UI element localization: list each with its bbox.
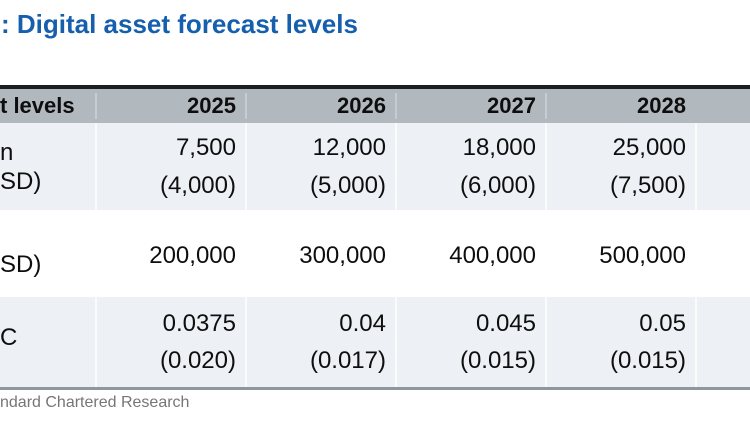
- value-cell: 18,000 (6,000): [395, 123, 545, 210]
- row-spacer-cell: [695, 210, 750, 297]
- row-spacer-cell: [695, 123, 750, 210]
- header-year-text: 2025: [187, 93, 236, 118]
- value-cell: 7,500 (4,000): [95, 123, 245, 210]
- value-cell: 400,000: [395, 210, 545, 297]
- forecast-value: 0.0375: [162, 310, 236, 337]
- forecast-value: 500,000: [599, 241, 686, 269]
- forecast-subvalue: (0.020): [159, 347, 236, 374]
- forecast-value: 18,000: [462, 133, 536, 161]
- table-top-border: [0, 85, 750, 89]
- forecast-value: 400,000: [449, 241, 536, 269]
- forecast-value: 0.05: [639, 310, 686, 337]
- forecast-value: 7,500: [175, 133, 236, 161]
- value-cell: 0.045 (0.015): [395, 297, 545, 387]
- forecast-value: 12,000: [312, 133, 386, 161]
- value-cell: 0.0375 (0.020): [95, 297, 245, 387]
- row-label: C: [0, 297, 95, 387]
- header-cell-2028: 2028: [545, 93, 695, 119]
- value-cell: 0.04 (0.017): [245, 297, 395, 387]
- value-cell: 0.05 (0.015): [545, 297, 695, 387]
- header-year-text: 2027: [487, 93, 536, 118]
- row-spacer-cell: [695, 297, 750, 387]
- header-label-text: t levels: [0, 93, 75, 118]
- forecast-value: 0.04: [339, 310, 386, 337]
- forecast-subvalue: (0.015): [459, 347, 536, 374]
- row-label-line: C: [0, 323, 18, 351]
- value-cell: 200,000: [95, 210, 245, 297]
- forecast-table: t levels 2025 2026 2027 2028 n SD) 7,500…: [0, 85, 750, 387]
- row-label-line: SD): [0, 167, 42, 195]
- header-cell-2026: 2026: [245, 93, 395, 119]
- row-label-line: n: [0, 138, 14, 166]
- forecast-value: 25,000: [612, 133, 686, 161]
- header-cell-2025: 2025: [95, 93, 245, 119]
- figure-title: : Digital asset forecast levels: [1, 9, 358, 39]
- value-cell: 300,000: [245, 210, 395, 297]
- forecast-subvalue: (7,500): [609, 171, 686, 199]
- header-year-text: 2028: [637, 93, 686, 118]
- value-cell: 500,000: [545, 210, 695, 297]
- forecast-value: 300,000: [299, 241, 386, 269]
- table-row-asset-3: C 0.0375 (0.020) 0.04 (0.017) 0.045 (0.0…: [0, 297, 750, 387]
- header-year-text: 2026: [337, 93, 386, 118]
- table-row-asset-2: SD) 200,000 300,000 400,000 500,000: [0, 210, 750, 297]
- row-label: n SD): [0, 123, 95, 210]
- row-label: SD): [0, 210, 95, 297]
- source-note: ndard Chartered Research: [0, 394, 190, 411]
- value-cell: 25,000 (7,500): [545, 123, 695, 210]
- header-cell-label: t levels: [0, 89, 95, 123]
- forecast-subvalue: (0.015): [609, 347, 686, 374]
- header-cell-2027: 2027: [395, 93, 545, 119]
- row-label-line: SD): [0, 251, 42, 278]
- table-row-asset-1: n SD) 7,500 (4,000) 12,000 (5,000) 18,00…: [0, 123, 750, 210]
- forecast-value: 200,000: [149, 241, 236, 269]
- forecast-subvalue: (5,000): [309, 171, 386, 199]
- forecast-value: 0.045: [475, 310, 536, 337]
- table-header-row: t levels 2025 2026 2027 2028: [0, 89, 750, 123]
- table-bottom-border: [0, 387, 750, 390]
- forecast-subvalue: (6,000): [459, 171, 536, 199]
- forecast-subvalue: (0.017): [309, 347, 386, 374]
- value-cell: 12,000 (5,000): [245, 123, 395, 210]
- forecast-subvalue: (4,000): [159, 171, 236, 199]
